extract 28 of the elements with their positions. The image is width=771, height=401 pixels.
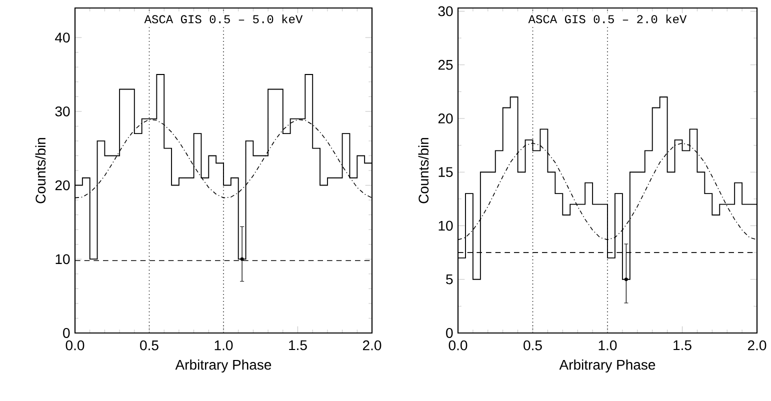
x-axis-title: Arbitrary Phase — [559, 359, 656, 372]
x-tick-label: 1.0 — [598, 340, 617, 350]
y-tick-label: 20 — [55, 180, 70, 190]
y-tick-label: 0 — [446, 328, 453, 338]
y-tick-label: 15 — [438, 167, 453, 177]
y-tick-label: 40 — [55, 32, 70, 43]
y-tick-label: 0 — [63, 328, 70, 338]
y-tick-label: 10 — [56, 254, 70, 264]
y-tick-label: 25 — [438, 60, 453, 70]
y-tick-label: 5 — [446, 274, 453, 284]
y-tick-label: 20 — [438, 114, 453, 124]
x-tick-label: 0.0 — [66, 340, 84, 350]
x-tick-label: 2.0 — [362, 340, 382, 350]
y-tick-label: 30 — [438, 6, 453, 16]
x-tick-label: 1.5 — [674, 340, 692, 350]
x-axis-title: Arbitrary Phase — [175, 359, 272, 372]
x-tick-label: 0.5 — [140, 340, 158, 350]
x-tick-label: 2.0 — [748, 340, 766, 350]
chart-title: ASCA GIS 0.5 – 2.0 keV — [528, 14, 687, 24]
y-axis-title: Counts/bin — [35, 138, 46, 204]
y-axis-title: Counts/bin — [418, 138, 429, 204]
x-tick-label: 1.0 — [214, 340, 233, 350]
y-tick-label: 30 — [55, 106, 70, 116]
x-tick-label: 1.5 — [289, 340, 307, 350]
y-tick-label: 10 — [438, 220, 453, 231]
chart-title: ASCA GIS 0.5 – 5.0 keV — [144, 14, 303, 24]
x-tick-label: 0.5 — [524, 340, 542, 350]
x-tick-label: 0.0 — [448, 340, 468, 350]
